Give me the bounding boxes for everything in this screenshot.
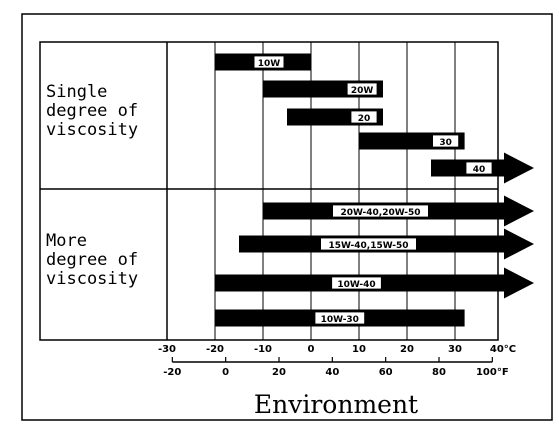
bar-label-0-1: 20W <box>351 86 374 96</box>
fahrenheit-tick-label-5: 80 <box>432 367 446 378</box>
group-label-single-line-1: Single <box>46 82 107 102</box>
bar-label-1-1: 15W-40,15W-50 <box>328 241 408 251</box>
bar-label-box-0-4 <box>465 161 493 175</box>
outer-frame <box>21 13 553 421</box>
fahrenheit-unit-label: 100°F <box>476 367 509 378</box>
bar-label-box-1-2 <box>331 276 382 290</box>
fahrenheit-tick-label-1: 0 <box>222 367 229 378</box>
bar-label-0-0: 10W <box>258 59 281 69</box>
bar-label-1-3: 10W-30 <box>321 315 359 325</box>
celsius-tick-label-4: 10 <box>352 344 366 355</box>
celsius-tick-label-2: -10 <box>254 344 272 355</box>
bar-label-box-0-3 <box>432 134 460 148</box>
bar-0-0: 10W <box>215 53 311 71</box>
bar-1-0: 20W-40,20W-50 <box>263 195 534 227</box>
bar-0-4: 40 <box>431 152 534 184</box>
group-label-more-line-1: More <box>46 231 87 251</box>
group-label-single: Single degree of viscosity <box>46 82 138 140</box>
bar-label-box-1-3 <box>314 311 365 325</box>
bar-label-box-1-1 <box>320 237 417 251</box>
group-label-single-line-2: degree of <box>46 101 138 121</box>
bar-0-3: 30 <box>359 132 465 150</box>
celsius-tick-label-0: -30 <box>158 344 176 355</box>
celsius-axis: -30 -20 -10 0 10 20 30 40°C <box>158 344 516 355</box>
celsius-tick-label-1: -20 <box>206 344 224 355</box>
bar-label-box-0-1 <box>346 82 378 96</box>
fahrenheit-tick-label-4: 60 <box>379 367 393 378</box>
celsius-tick-label-3: 0 <box>308 344 315 355</box>
celsius-tick-label-5: 20 <box>400 344 414 355</box>
group-label-more-line-2: degree of <box>46 250 138 270</box>
celsius-unit-label: 40°C <box>490 344 516 355</box>
fahrenheit-tick-label-3: 40 <box>325 367 339 378</box>
fahrenheit-axis: -20 0 20 40 60 80 100°F <box>163 357 509 378</box>
bar-0-1: 20W <box>263 80 383 98</box>
bar-label-1-0: 20W-40,20W-50 <box>340 208 420 218</box>
bar-label-box-0-0 <box>253 55 285 69</box>
bar-label-box-0-2 <box>350 110 378 124</box>
bar-label-0-3: 30 <box>439 138 452 148</box>
fahrenheit-tick-label-2: 20 <box>272 367 286 378</box>
celsius-tick-label-6: 30 <box>448 344 462 355</box>
bar-label-0-2: 20 <box>358 114 371 124</box>
chart-border <box>39 41 499 341</box>
group-label-more: More degree of viscosity <box>46 231 138 289</box>
fahrenheit-tick-label-0: -20 <box>163 367 181 378</box>
bar-1-2: 10W-40 <box>215 267 534 299</box>
bar-1-1: 15W-40,15W-50 <box>239 228 534 260</box>
bar-0-2: 20 <box>287 108 383 126</box>
bars: 10W 20W 20 30 40 20W-40,20W-50 15W-40,15W-50 10… <box>215 53 534 327</box>
bar-label-0-4: 40 <box>473 165 486 175</box>
group-label-more-line-3: viscosity <box>46 269 138 289</box>
x-axis-label: Environment <box>254 390 418 419</box>
bar-label-box-1-0 <box>332 204 429 218</box>
bar-1-3: 10W-30 <box>215 309 465 327</box>
bar-label-1-2: 10W-40 <box>337 280 375 290</box>
group-label-single-line-3: viscosity <box>46 120 138 140</box>
